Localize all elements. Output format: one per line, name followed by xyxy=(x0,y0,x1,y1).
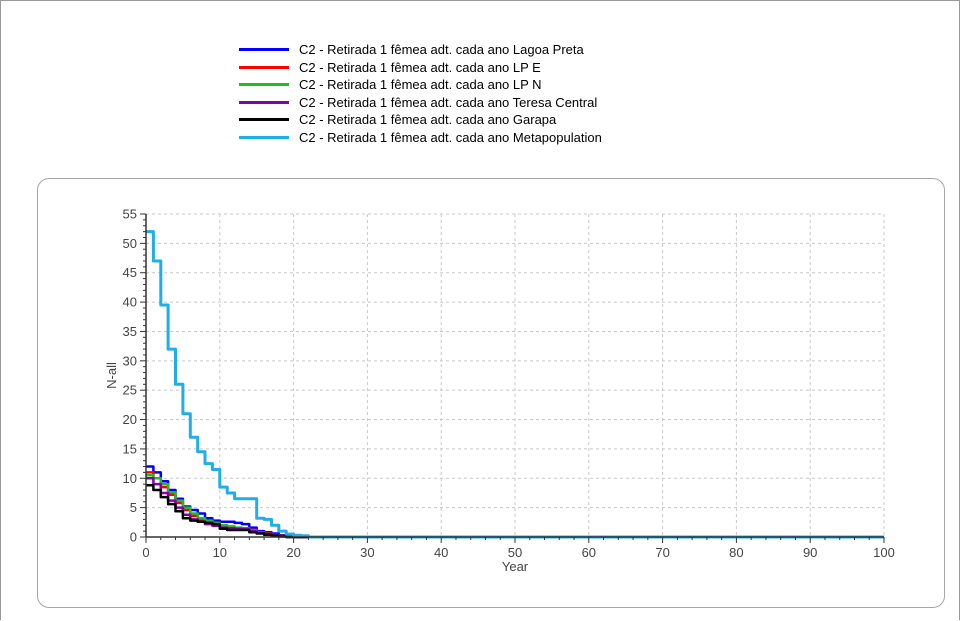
y-tick-label: 45 xyxy=(123,265,137,280)
x-tick-label: 0 xyxy=(142,545,149,560)
legend-label: C2 - Retirada 1 fêmea adt. cada ano Tere… xyxy=(299,94,598,110)
x-tick-label: 10 xyxy=(213,545,227,560)
y-tick-label: 50 xyxy=(123,236,137,251)
y-tick-label: 20 xyxy=(123,412,137,427)
y-axis-title: N-all xyxy=(104,362,119,389)
x-axis-title: Year xyxy=(502,559,529,574)
x-tick-label: 40 xyxy=(434,545,448,560)
x-tick-label: 100 xyxy=(873,545,895,560)
legend-label: C2 - Retirada 1 fêmea adt. cada ano Gara… xyxy=(299,112,557,127)
x-tick-label: 20 xyxy=(286,545,300,560)
legend-label: C2 - Retirada 1 fêmea adt. cada ano Lago… xyxy=(299,42,584,57)
x-tick-label: 70 xyxy=(655,545,669,560)
legend-swatch xyxy=(239,118,289,121)
x-tick-label: 30 xyxy=(360,545,374,560)
legend-swatch xyxy=(239,135,289,139)
y-tick-label: 5 xyxy=(130,500,137,515)
legend-swatch xyxy=(239,48,289,51)
legend-label: C2 - Retirada 1 fêmea adt. cada ano LP E xyxy=(299,59,541,75)
legend-swatch xyxy=(239,65,289,69)
y-tick-label: 25 xyxy=(123,383,137,398)
y-tick-label: 0 xyxy=(130,530,137,545)
series-line xyxy=(146,484,884,539)
x-tick-label: 60 xyxy=(582,545,596,560)
series-line xyxy=(146,230,884,539)
plot-area xyxy=(146,214,884,537)
y-tick-label: 30 xyxy=(123,353,137,368)
legend-swatch xyxy=(239,83,289,86)
y-tick-label: 35 xyxy=(123,324,137,339)
y-tick-label: 15 xyxy=(123,441,137,456)
y-tick-label: 55 xyxy=(123,207,137,222)
chart-panel: 0 10 20 30 40 50 60 70 80 90 100 0 5 10 15 20 25 30 35 40 45… xyxy=(37,178,945,608)
x-tick-label: 90 xyxy=(803,545,817,560)
x-tick-label: 50 xyxy=(508,545,522,560)
y-tick-label: 10 xyxy=(123,471,137,486)
legend-swatch xyxy=(239,100,289,104)
x-tick-label: 80 xyxy=(729,545,743,560)
legend-label: C2 - Retirada 1 fêmea adt. cada ano LP N xyxy=(299,77,542,92)
legend-label: C2 - Retirada 1 fêmea adt. cada ano Meta… xyxy=(299,129,602,145)
line-chart: 0 10 20 30 40 50 60 70 80 90 100 0 5 10 15 20 25 30 35 40 45… xyxy=(104,207,895,575)
y-tick-label: 40 xyxy=(123,295,137,310)
